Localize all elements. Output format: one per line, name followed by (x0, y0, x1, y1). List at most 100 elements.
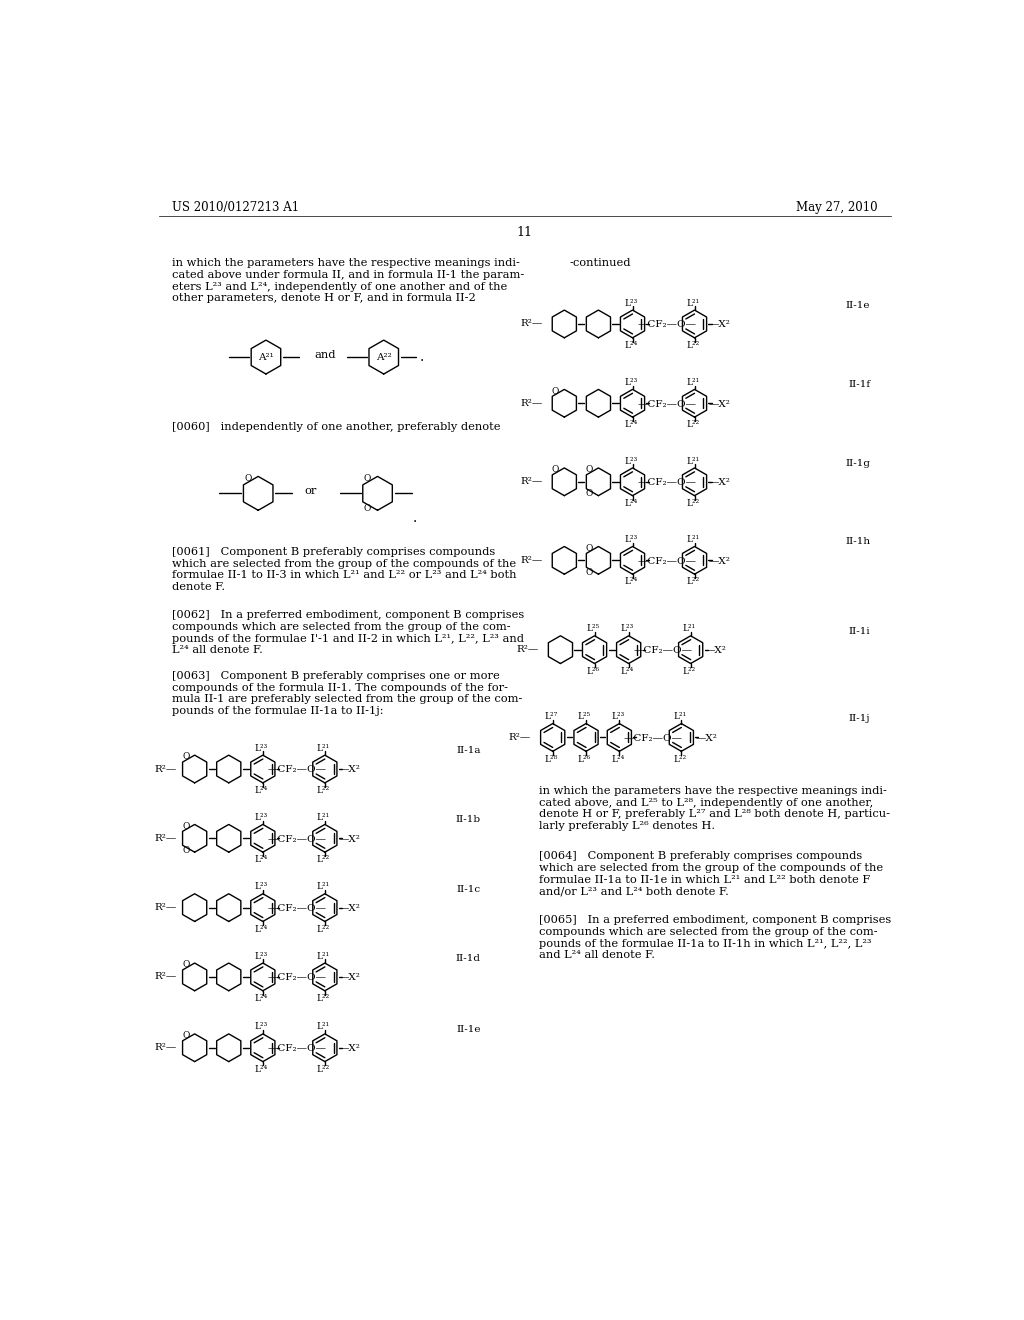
Text: US 2010/0127213 A1: US 2010/0127213 A1 (172, 201, 299, 214)
Text: L²⁵: L²⁵ (587, 624, 600, 634)
Text: in which the parameters have the respective meanings indi-
cated above, and L²⁵ : in which the parameters have the respect… (539, 785, 890, 830)
Text: .: . (414, 511, 418, 525)
Text: O: O (364, 474, 371, 483)
Text: —X²: —X² (695, 734, 717, 743)
Text: L²²: L²² (673, 755, 686, 763)
Text: II-1c: II-1c (457, 884, 480, 894)
Text: L²⁶: L²⁶ (578, 755, 591, 763)
Text: R²—: R²— (520, 556, 543, 565)
Text: L²⁴: L²⁴ (625, 341, 638, 350)
Text: —X²: —X² (705, 645, 726, 655)
Text: R²—: R²— (155, 834, 177, 842)
Text: O: O (182, 822, 189, 830)
Text: II-1e: II-1e (456, 1024, 480, 1034)
Text: O: O (586, 490, 593, 499)
Text: O: O (182, 1031, 189, 1040)
Text: R²—: R²— (516, 645, 539, 655)
Text: [0065]   In a preferred embodiment, component B comprises
compounds which are se: [0065] In a preferred embodiment, compon… (539, 915, 891, 960)
Text: [0062]   In a preferred embodiment, component B comprises
compounds which are se: [0062] In a preferred embodiment, compon… (172, 610, 524, 655)
Text: —X²: —X² (339, 973, 360, 982)
Text: O: O (244, 474, 252, 483)
Text: L²⁸: L²⁸ (545, 755, 558, 763)
Text: O: O (586, 544, 593, 553)
Text: —X²: —X² (339, 766, 360, 775)
Text: May 27, 2010: May 27, 2010 (796, 201, 878, 214)
Text: L²²: L²² (686, 577, 699, 586)
Text: —CF₂—O—: —CF₂—O— (637, 400, 696, 408)
Text: L²¹: L²¹ (316, 813, 330, 822)
Text: L²⁶: L²⁶ (587, 667, 600, 676)
Text: L²³: L²³ (625, 298, 638, 308)
Text: L²⁴: L²⁴ (255, 925, 268, 933)
Text: O: O (364, 504, 371, 512)
Text: II-1b: II-1b (456, 816, 480, 824)
Text: L²³: L²³ (625, 457, 638, 466)
Text: -continued: -continued (569, 259, 631, 268)
Text: —X²: —X² (339, 904, 360, 913)
Text: R²—: R²— (520, 319, 543, 329)
Text: —X²: —X² (709, 478, 730, 487)
Text: O: O (182, 846, 189, 855)
Text: L²²: L²² (316, 925, 330, 933)
Text: O: O (552, 387, 559, 396)
Text: R²—: R²— (155, 903, 177, 912)
Text: O: O (182, 961, 189, 969)
Text: L²¹: L²¹ (686, 457, 699, 466)
Text: —X²: —X² (709, 321, 730, 329)
Text: —CF₂—O—: —CF₂—O— (637, 321, 696, 329)
Text: L²³: L²³ (255, 1023, 268, 1031)
Text: L²²: L²² (316, 855, 330, 865)
Text: L²¹: L²¹ (316, 743, 330, 752)
Text: —X²: —X² (709, 400, 730, 408)
Text: L²¹: L²¹ (686, 378, 699, 387)
Text: L²⁷: L²⁷ (545, 713, 558, 721)
Text: —CF₂—O—: —CF₂—O— (267, 904, 327, 913)
Text: II-1h: II-1h (846, 537, 870, 546)
Text: —CF₂—O—: —CF₂—O— (637, 557, 696, 565)
Text: L²⁵: L²⁵ (578, 713, 591, 721)
Text: L²²: L²² (682, 667, 695, 676)
Text: L²³: L²³ (255, 743, 268, 752)
Text: L²¹: L²¹ (686, 535, 699, 544)
Text: R²—: R²— (509, 733, 531, 742)
Text: II-1g: II-1g (846, 459, 870, 467)
Text: —CF₂—O—: —CF₂—O— (267, 1044, 327, 1053)
Text: A²¹: A²¹ (258, 352, 273, 362)
Text: L²⁴: L²⁴ (255, 855, 268, 865)
Text: [0061]   Component B preferably comprises compounds
which are selected from the : [0061] Component B preferably comprises … (172, 548, 517, 593)
Text: O: O (586, 568, 593, 577)
Text: A²²: A²² (376, 352, 391, 362)
Text: L²⁴: L²⁴ (255, 1065, 268, 1073)
Text: L²²: L²² (316, 994, 330, 1003)
Text: —X²: —X² (339, 834, 360, 843)
Text: L²³: L²³ (255, 952, 268, 961)
Text: L²⁴: L²⁴ (621, 667, 634, 676)
Text: L²¹: L²¹ (673, 713, 686, 721)
Text: [0063]   Component B preferably comprises one or more
compounds of the formula I: [0063] Component B preferably comprises … (172, 671, 522, 715)
Text: L²⁴: L²⁴ (611, 755, 625, 763)
Text: L²²: L²² (316, 787, 330, 795)
Text: O: O (586, 465, 593, 474)
Text: O: O (182, 752, 189, 762)
Text: —CF₂—O—: —CF₂—O— (633, 645, 692, 655)
Text: L²³: L²³ (255, 882, 268, 891)
Text: L²⁴: L²⁴ (625, 577, 638, 586)
Text: R²—: R²— (520, 478, 543, 486)
Text: II-1f: II-1f (848, 380, 870, 389)
Text: [0060]   independently of one another, preferably denote: [0060] independently of one another, pre… (172, 422, 501, 432)
Text: R²—: R²— (155, 764, 177, 774)
Text: and: and (314, 350, 336, 360)
Text: II-1a: II-1a (456, 746, 480, 755)
Text: —X²: —X² (709, 557, 730, 565)
Text: 11: 11 (517, 226, 532, 239)
Text: L²¹: L²¹ (316, 952, 330, 961)
Text: II-1i: II-1i (849, 627, 870, 635)
Text: L²²: L²² (686, 420, 699, 429)
Text: L²¹: L²¹ (316, 1023, 330, 1031)
Text: L²¹: L²¹ (683, 624, 695, 634)
Text: in which the parameters have the respective meanings indi-
cated above under for: in which the parameters have the respect… (172, 259, 524, 304)
Text: R²—: R²— (155, 1043, 177, 1052)
Text: [0064]   Component B preferably comprises compounds
which are selected from the : [0064] Component B preferably comprises … (539, 851, 883, 896)
Text: L²²: L²² (316, 1065, 330, 1073)
Text: —CF₂—O—: —CF₂—O— (624, 734, 683, 743)
